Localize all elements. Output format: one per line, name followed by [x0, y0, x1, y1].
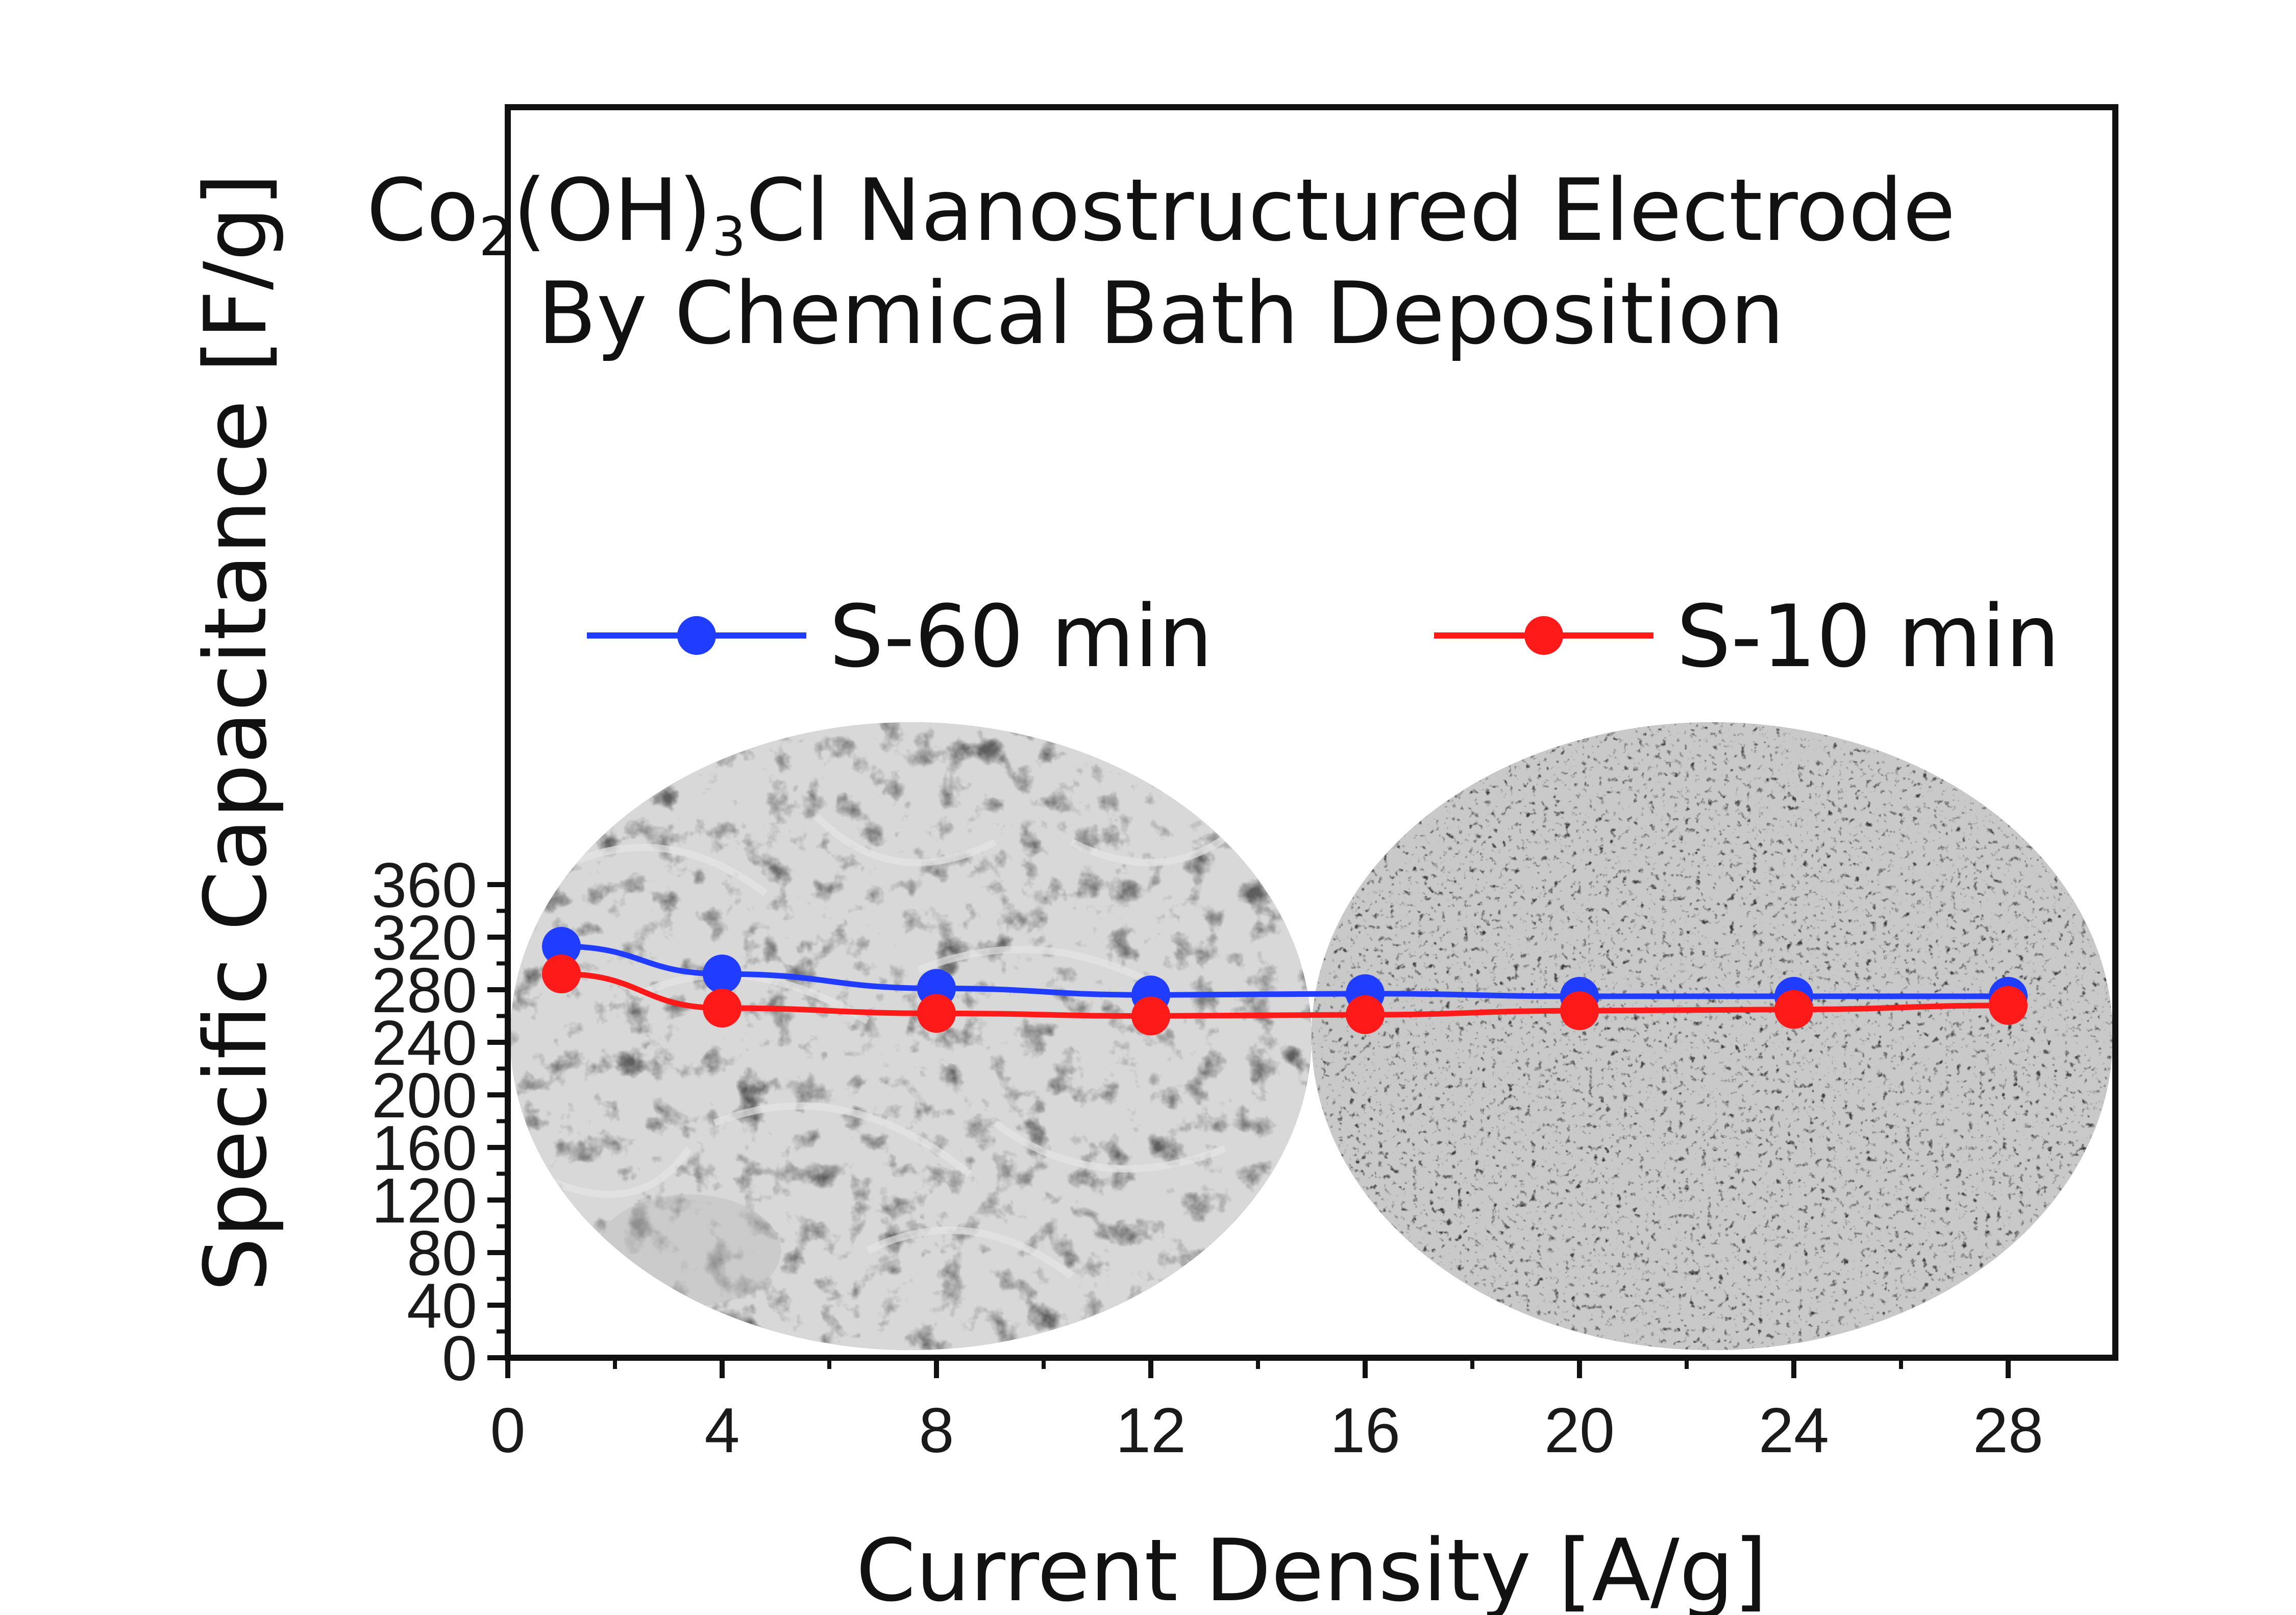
title-subscript-2: 3 [712, 206, 746, 268]
legend: S-60 min S-10 min [587, 586, 2060, 687]
y-tick-label: 200 [372, 1061, 477, 1131]
data-point-series-2 [1560, 991, 1599, 1031]
title-part-2: (OH) [513, 160, 712, 260]
y-tick-label: 360 [372, 850, 477, 921]
y-tick-label: 280 [372, 956, 477, 1026]
data-point-series-2 [1346, 995, 1385, 1034]
y-tick-label: 40 [407, 1271, 477, 1341]
y-tick-label: 120 [372, 1166, 477, 1236]
legend-label-s60: S-60 min [829, 586, 1213, 687]
series-layer [542, 927, 2028, 1036]
sem-image-nanowires [510, 722, 1312, 1350]
y-tick-label: 80 [407, 1218, 477, 1289]
sem-image-particles [1312, 722, 2113, 1350]
y-tick-label: 320 [372, 903, 477, 973]
data-point-series-2 [1774, 990, 1813, 1029]
x-axis-label: Current Density [A/g] [856, 1521, 1767, 1615]
plot-frame [505, 104, 2118, 1361]
x-tick-label: 24 [1759, 1396, 1829, 1466]
title-part-3: Cl Nanostructured Electrode [746, 160, 1956, 260]
x-axis: 0 4 8 12 16 20 24 28 [490, 1358, 2043, 1466]
x-tick-label: 28 [1973, 1396, 2043, 1466]
x-tick-label: 4 [705, 1396, 740, 1466]
data-point-series-2 [1131, 996, 1170, 1036]
legend-label-s10: S-10 min [1676, 586, 2060, 687]
data-point-series-1 [703, 955, 742, 994]
title-part-1: Co [366, 160, 479, 260]
data-point-series-2 [1989, 986, 2028, 1025]
legend-marker-s60 [677, 616, 716, 655]
chart-title: Co2(OH)3Cl Nanostructured Electrode [366, 160, 1956, 268]
title-subscript-1: 2 [479, 206, 513, 268]
data-point-series-2 [917, 994, 956, 1033]
x-tick-label: 16 [1330, 1396, 1400, 1466]
x-tick-label: 20 [1544, 1396, 1615, 1466]
legend-marker-s10 [1524, 616, 1563, 655]
x-tick-label: 12 [1116, 1396, 1186, 1466]
data-point-series-1 [542, 927, 581, 966]
y-tick-label: 160 [372, 1113, 477, 1184]
data-point-series-2 [542, 955, 581, 994]
x-tick-label: 0 [490, 1396, 526, 1466]
series-line-2 [561, 971, 2009, 1019]
y-tick-label: 0 [442, 1324, 477, 1394]
data-point-series-2 [703, 989, 742, 1028]
y-tick-label: 240 [372, 1008, 477, 1079]
x-tick-label: 8 [919, 1396, 954, 1466]
y-axis-label: Specific Capacitance [F/g] [186, 173, 286, 1292]
series-line-1 [561, 943, 2008, 999]
sem-inset-images [510, 722, 2113, 1350]
chart-subtitle: By Chemical Bath Deposition [537, 263, 1784, 363]
